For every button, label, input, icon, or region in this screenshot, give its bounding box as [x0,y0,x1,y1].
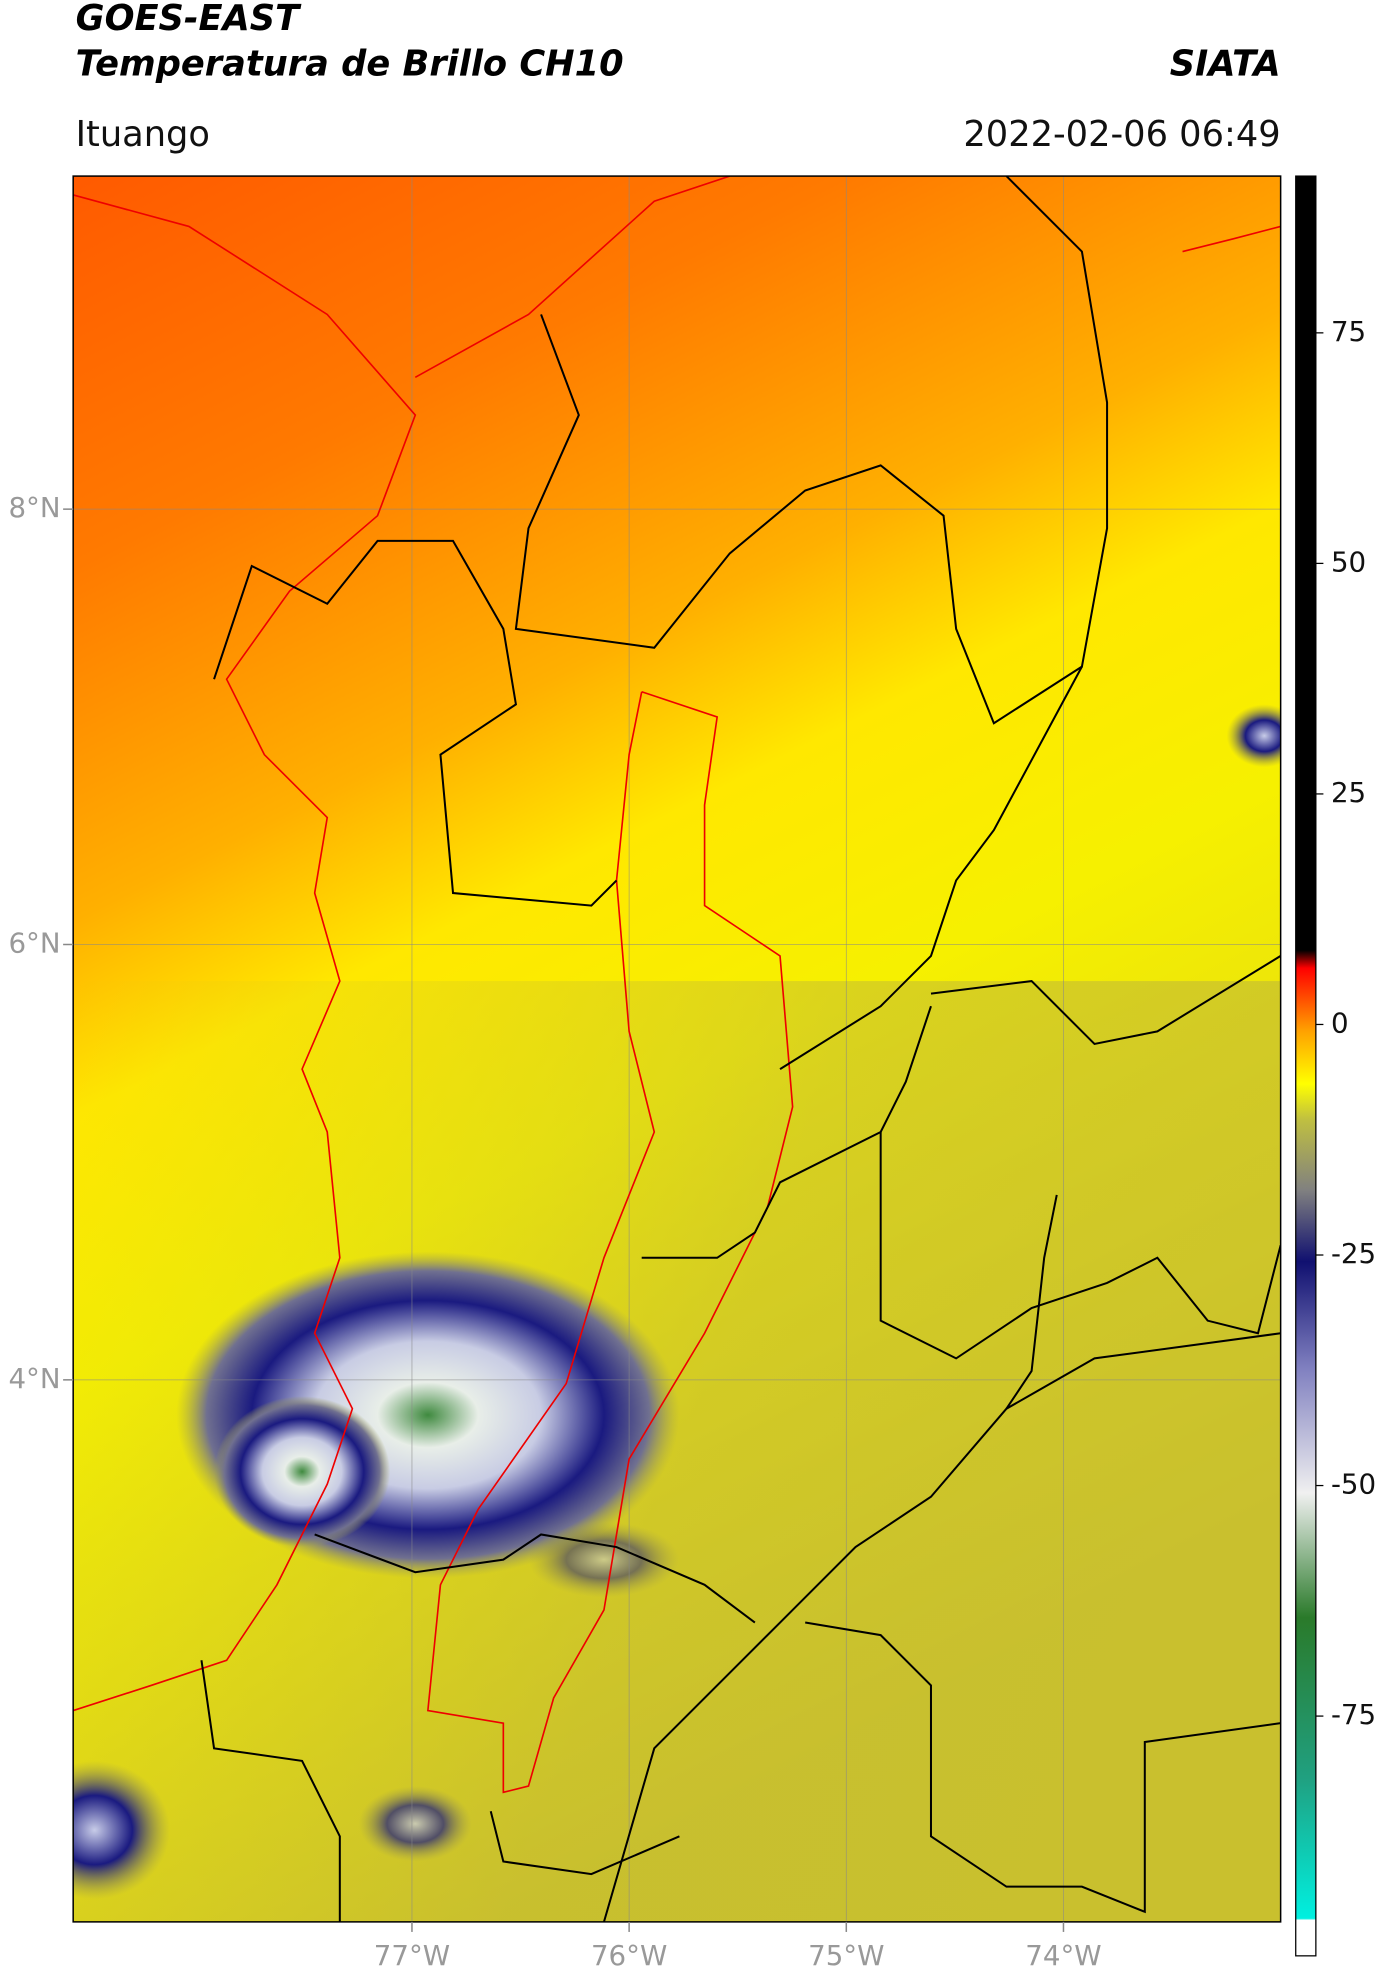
cloud [358,1786,472,1862]
colorbar-tick-label: -50 [1331,1468,1376,1501]
subtitle: Temperatura de Brillo CH10 [76,43,624,84]
border [779,666,1083,1070]
colorbar-tick-label: 50 [1331,545,1366,578]
border [489,1810,680,1876]
border [930,955,1281,1046]
x-tick-label: 76°W [591,1939,667,1972]
border [213,539,618,907]
y-tick-label: 8°N [8,491,60,524]
timestamp: 2022-02-06 06:49 [963,114,1280,155]
cloud [73,1760,170,1900]
y-tick-label: 4°N [8,1362,60,1395]
location: Ituango [76,114,210,155]
axes: 77°W 76°W 75°W 74°W 8°N 6°N 4°N 75 50 25 0 -25 -50 -7… [8,315,1376,1972]
title: GOES-EAST [76,0,302,39]
coastline [414,176,730,379]
border [514,176,1109,725]
grid [73,176,1281,1922]
colorbar-tick-label: -75 [1331,1698,1376,1731]
map [73,176,1281,1922]
border [805,1621,1281,1914]
border [314,1533,756,1624]
x-tick-label: 74°W [1025,1939,1101,1972]
colorbar-tick-label: -25 [1331,1237,1376,1270]
map-frame [72,175,1282,1923]
x-tick-label: 77°W [374,1939,450,1972]
cloud [1226,704,1281,768]
agency: SIATA [1170,43,1281,84]
coastline [1182,225,1281,253]
x-tick-label: 75°W [808,1939,884,1972]
y-tick-label: 6°N [8,927,60,960]
coastline [73,194,417,1712]
colorbar [1295,175,1317,1957]
cloud [528,1521,680,1598]
cloud [214,1396,391,1548]
border [879,1132,1281,1360]
colorbar-tick-label: 25 [1331,776,1366,809]
colorbar-tick-label: 0 [1331,1006,1349,1039]
border [200,1660,341,1922]
border [1005,1194,1058,1410]
coast-basin [426,691,794,1794]
border [641,1005,932,1259]
colorbar-tick-label: 75 [1331,315,1366,348]
border [602,1332,1281,1922]
